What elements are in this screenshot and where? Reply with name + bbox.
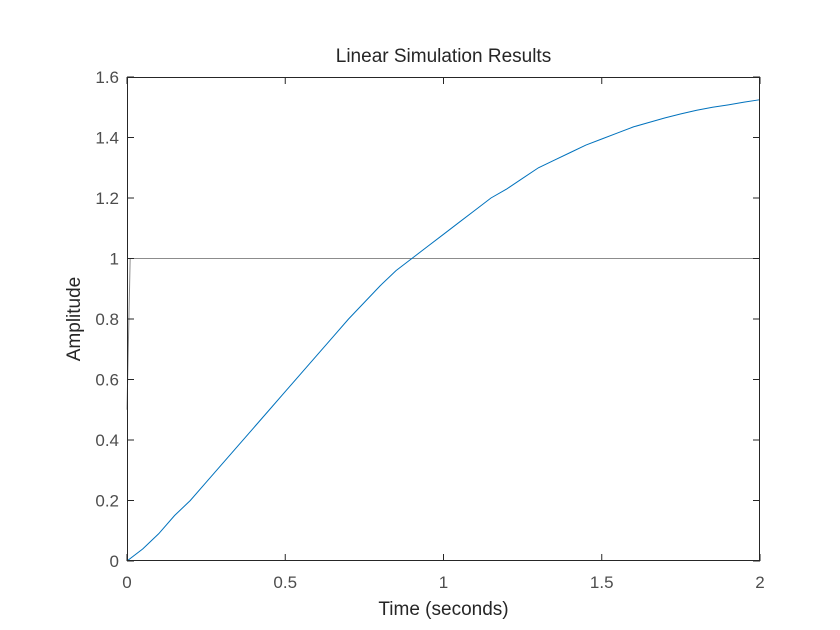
y-axis-label: Amplitude — [64, 277, 85, 362]
series-line-response — [126, 99, 761, 562]
x-tick-label: 0 — [122, 573, 131, 592]
plot-area — [127, 77, 760, 561]
y-tick-label: 0.8 — [95, 310, 119, 329]
x-tick-label: 1.5 — [590, 573, 614, 592]
y-tick-label: 0.6 — [95, 371, 119, 390]
y-tick-label: 0.4 — [95, 431, 119, 450]
x-tick-label: 0.5 — [273, 573, 297, 592]
ticks-layer: 0 0.5 1 1.5 2 0 0.2 0.4 0.6 0.8 1 1.2 1.4 1.6 — [95, 68, 764, 592]
x-axis-label: Time (seconds) — [378, 599, 508, 620]
y-tick-label: 1.4 — [95, 129, 119, 148]
y-tick-label: 0.2 — [95, 492, 119, 511]
chart-title: Linear Simulation Results — [336, 46, 551, 67]
y-tick-label: 1.2 — [95, 189, 119, 208]
x-tick-label: 2 — [755, 573, 764, 592]
x-tick-label: 1 — [439, 573, 448, 592]
y-tick-label: 0 — [110, 552, 119, 571]
y-tick-label: 1 — [110, 250, 119, 269]
y-tick-label: 1.6 — [95, 68, 119, 87]
